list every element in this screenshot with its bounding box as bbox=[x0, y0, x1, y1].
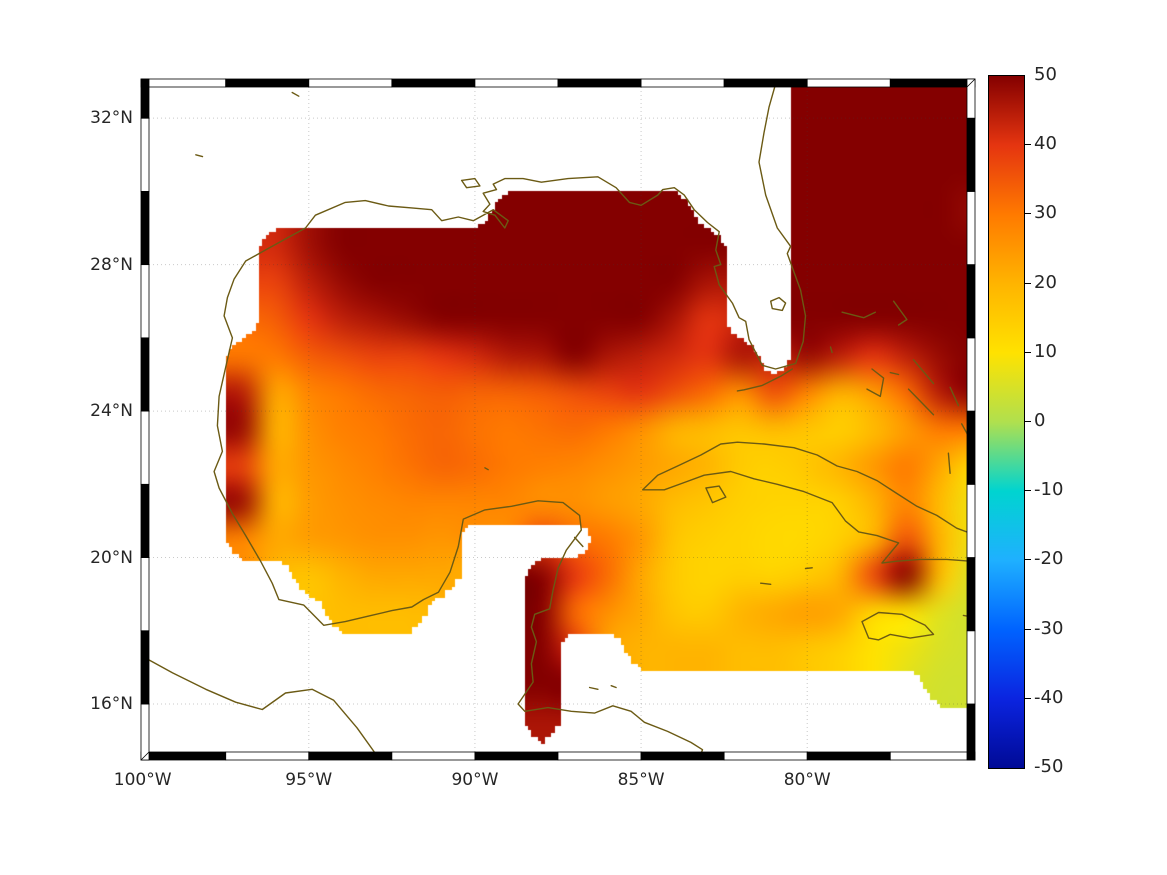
frame-segment bbox=[391, 78, 476, 88]
frame-segment bbox=[966, 410, 976, 485]
frame-segment bbox=[140, 78, 150, 119]
colorbar bbox=[988, 75, 1025, 769]
frame-segment bbox=[474, 751, 559, 761]
colorbar-tick-label: -10 bbox=[1034, 479, 1064, 501]
frame-segment bbox=[140, 410, 150, 485]
colorbar-tick-label: 10 bbox=[1034, 340, 1057, 362]
colorbar-tick-label: 40 bbox=[1034, 133, 1057, 155]
frame-segment bbox=[966, 117, 976, 192]
frame-segment bbox=[225, 751, 310, 761]
colorbar-tick-label: -20 bbox=[1034, 548, 1064, 570]
colorbar-tick bbox=[1025, 282, 1031, 284]
frame-segment bbox=[142, 78, 227, 88]
frame-segment bbox=[557, 751, 642, 761]
lat-tick-label: 20°N bbox=[90, 547, 133, 568]
frame-segment bbox=[140, 337, 150, 412]
colorbar-tick-label: 0 bbox=[1034, 410, 1046, 431]
lat-tick-label: 32°N bbox=[90, 108, 133, 129]
colorbar-tick-label: 30 bbox=[1034, 202, 1057, 224]
frame-corner bbox=[966, 78, 976, 88]
colorbar-tick bbox=[1025, 351, 1031, 353]
frame-segment bbox=[966, 483, 976, 558]
frame-corner bbox=[966, 751, 976, 761]
frame-segment bbox=[140, 703, 150, 761]
frame-segment bbox=[140, 264, 150, 339]
frame-segment bbox=[806, 78, 891, 88]
frame-segment bbox=[391, 751, 476, 761]
colorbar-tick bbox=[1025, 490, 1031, 492]
frame-segment bbox=[966, 337, 976, 412]
frame-segment bbox=[723, 751, 808, 761]
frame-segment bbox=[723, 78, 808, 88]
colorbar-tick-label: -40 bbox=[1034, 686, 1064, 708]
lon-tick-label: 80°W bbox=[783, 770, 831, 790]
colorbar-tick bbox=[1025, 697, 1031, 699]
frame-segment bbox=[972, 78, 976, 88]
frame-segment bbox=[308, 751, 393, 761]
lat-tick-label: 28°N bbox=[90, 254, 133, 275]
colorbar-tick bbox=[1025, 421, 1031, 422]
frame-segment bbox=[966, 264, 976, 339]
lon-tick-label: 85°W bbox=[617, 770, 665, 790]
heatmap-canvas bbox=[149, 87, 967, 752]
frame-segment bbox=[966, 191, 976, 266]
frame-segment bbox=[966, 703, 976, 761]
lon-tick-label: 100°W bbox=[113, 770, 172, 790]
frame-segment bbox=[140, 483, 150, 558]
frame-segment bbox=[640, 78, 725, 88]
frame-segment bbox=[474, 78, 559, 88]
frame-segment bbox=[557, 78, 642, 88]
colorbar-tick-label: 20 bbox=[1034, 271, 1057, 293]
frame-segment bbox=[889, 78, 974, 88]
lat-tick-label: 24°N bbox=[90, 401, 133, 422]
frame-segment bbox=[225, 78, 310, 88]
colorbar-tick bbox=[1025, 559, 1031, 561]
frame-segment bbox=[140, 557, 150, 632]
frame-segment bbox=[308, 78, 393, 88]
frame-segment bbox=[142, 751, 227, 761]
frame-segment bbox=[889, 751, 974, 761]
frame-segment bbox=[140, 630, 150, 705]
frame-corner bbox=[140, 751, 150, 761]
frame-segment bbox=[140, 78, 144, 88]
lon-tick-label: 95°W bbox=[285, 770, 333, 790]
lat-tick-label: 16°N bbox=[90, 693, 133, 714]
colorbar-tick-label: 50 bbox=[1034, 64, 1057, 85]
frame-segment bbox=[140, 191, 150, 266]
colorbar-tick-label: -30 bbox=[1034, 617, 1064, 639]
frame-segment bbox=[140, 751, 144, 761]
colorbar-tick bbox=[1025, 628, 1031, 630]
frame-segment bbox=[966, 78, 976, 119]
frame-segment bbox=[640, 751, 725, 761]
frame-segment bbox=[806, 751, 891, 761]
frame-segment bbox=[966, 630, 976, 705]
colorbar-tick-label: -50 bbox=[1034, 756, 1064, 777]
colorbar-tick bbox=[1025, 213, 1031, 215]
colorbar-tick bbox=[1025, 144, 1031, 146]
frame-segment bbox=[972, 751, 976, 761]
frame-segment bbox=[140, 117, 150, 192]
frame-segment bbox=[966, 557, 976, 632]
frame-corner bbox=[140, 78, 150, 88]
lon-tick-label: 90°W bbox=[451, 770, 499, 790]
